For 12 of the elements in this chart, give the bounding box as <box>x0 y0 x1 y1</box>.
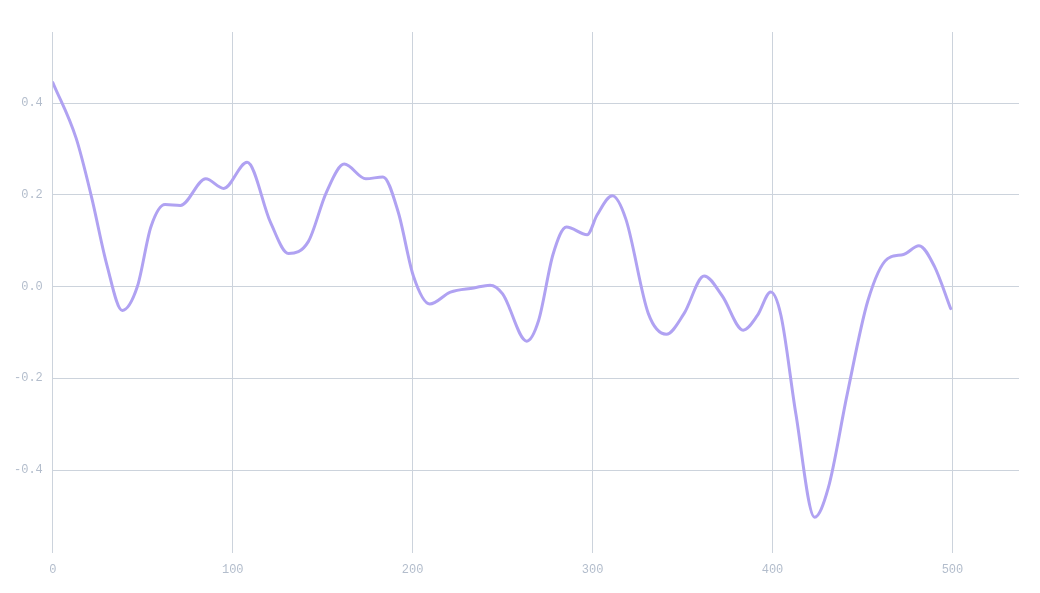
x-tick-label: 100 <box>221 562 244 577</box>
x-tick-label: 300 <box>581 562 604 577</box>
y-tick-label: 0.2 <box>21 188 43 202</box>
x-tick-label: 400 <box>761 562 784 577</box>
y-tick-label: -0.2 <box>13 371 43 386</box>
line-series <box>52 80 953 519</box>
y-tick-label: -0.4 <box>13 463 43 478</box>
y-tick-label: 0.4 <box>21 96 43 111</box>
x-tick-label: 0 <box>49 562 57 577</box>
x-tick-label: 200 <box>401 562 424 577</box>
y-tick-label: 0.0 <box>21 279 43 294</box>
x-tick-label: 500 <box>941 562 964 577</box>
